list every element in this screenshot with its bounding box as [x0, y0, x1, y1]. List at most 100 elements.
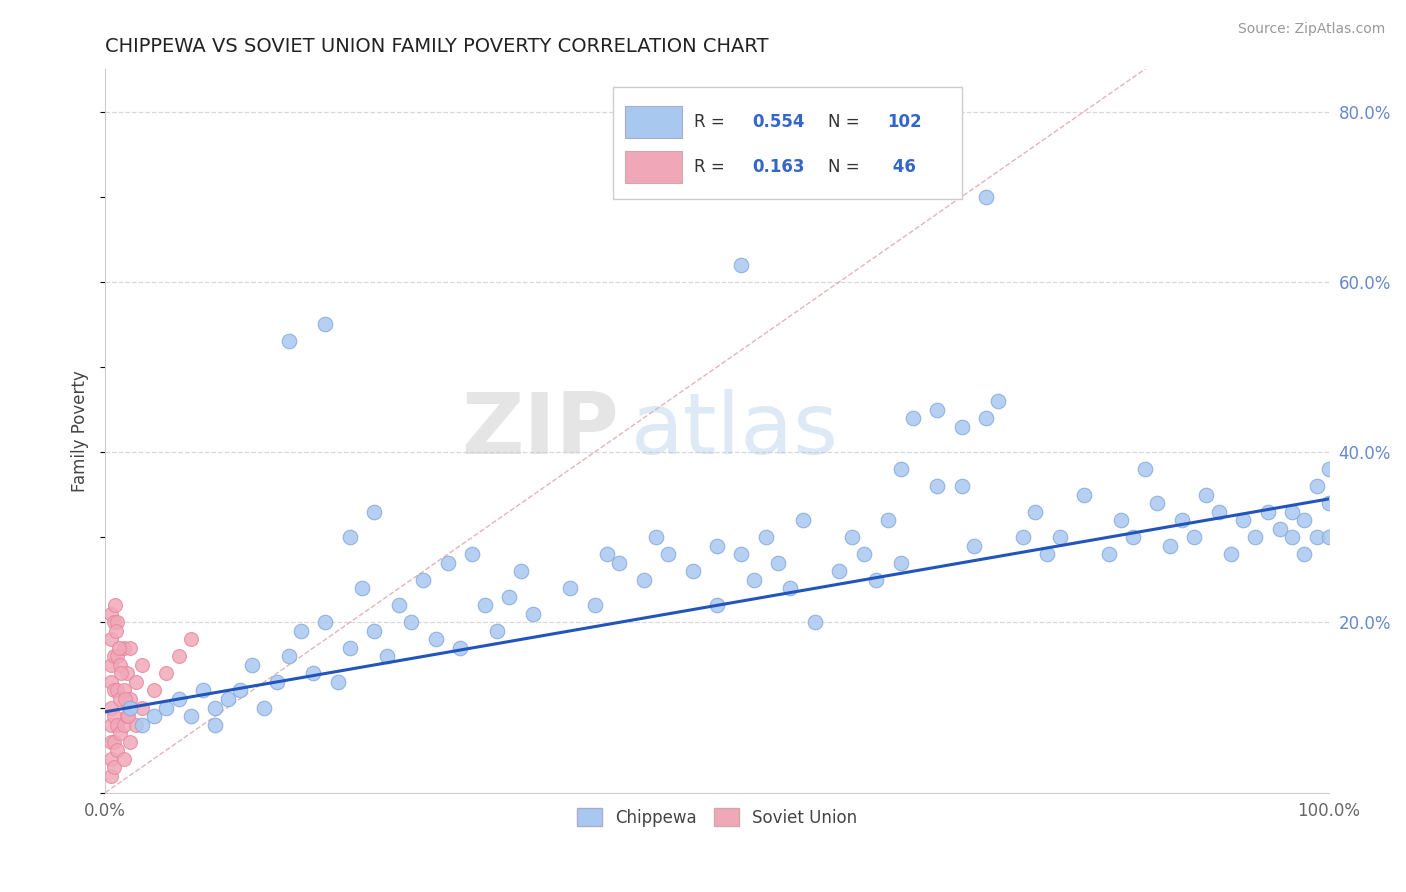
- Point: [155, 666, 177, 681]
- Point: [240, 657, 263, 672]
- Text: ZIP: ZIP: [461, 389, 619, 472]
- Text: R =: R =: [693, 158, 730, 176]
- Point: [950, 479, 973, 493]
- Point: [339, 530, 361, 544]
- Point: [657, 547, 679, 561]
- Point: [191, 683, 214, 698]
- Point: [425, 632, 447, 647]
- Point: [363, 505, 385, 519]
- Point: [607, 556, 630, 570]
- Point: [852, 547, 875, 561]
- Point: [180, 709, 202, 723]
- Text: 0.554: 0.554: [752, 112, 806, 131]
- Point: [107, 640, 129, 655]
- Point: [1317, 462, 1340, 476]
- Point: [1294, 513, 1316, 527]
- Point: [118, 692, 141, 706]
- Point: [107, 649, 129, 664]
- Point: [865, 573, 887, 587]
- Point: [100, 657, 122, 672]
- FancyBboxPatch shape: [626, 106, 682, 137]
- Point: [1159, 539, 1181, 553]
- Point: [1281, 530, 1303, 544]
- Point: [1294, 547, 1316, 561]
- Point: [1024, 505, 1046, 519]
- Point: [107, 717, 129, 731]
- Point: [112, 717, 135, 731]
- Point: [217, 692, 239, 706]
- Text: CHIPPEWA VS SOVIET UNION FAMILY POVERTY CORRELATION CHART: CHIPPEWA VS SOVIET UNION FAMILY POVERTY …: [105, 37, 769, 56]
- Point: [100, 607, 122, 621]
- Point: [107, 615, 129, 630]
- Point: [100, 734, 122, 748]
- Point: [706, 539, 728, 553]
- Point: [1257, 505, 1279, 519]
- Point: [103, 709, 125, 723]
- Point: [117, 709, 139, 723]
- Text: Source: ZipAtlas.com: Source: ZipAtlas.com: [1237, 22, 1385, 37]
- Point: [103, 615, 125, 630]
- Point: [100, 769, 122, 783]
- Point: [125, 717, 148, 731]
- Point: [950, 419, 973, 434]
- Point: [339, 640, 361, 655]
- Point: [1135, 462, 1157, 476]
- Point: [314, 615, 336, 630]
- Point: [277, 649, 299, 664]
- Point: [108, 726, 131, 740]
- Point: [125, 675, 148, 690]
- Point: [103, 734, 125, 748]
- Point: [1305, 530, 1327, 544]
- Legend: Chippewa, Soviet Union: Chippewa, Soviet Union: [568, 800, 865, 835]
- Point: [485, 624, 508, 638]
- Point: [510, 564, 533, 578]
- Point: [118, 734, 141, 748]
- Point: [742, 573, 765, 587]
- Point: [103, 683, 125, 698]
- Point: [560, 582, 582, 596]
- FancyBboxPatch shape: [613, 87, 962, 199]
- Text: N =: N =: [828, 112, 865, 131]
- Point: [1268, 522, 1291, 536]
- Point: [1122, 530, 1144, 544]
- Point: [1232, 513, 1254, 527]
- Point: [766, 556, 789, 570]
- Point: [1146, 496, 1168, 510]
- Point: [1097, 547, 1119, 561]
- Point: [118, 700, 141, 714]
- Point: [1281, 505, 1303, 519]
- Point: [412, 573, 434, 587]
- Point: [1109, 513, 1132, 527]
- Point: [104, 599, 127, 613]
- Point: [596, 547, 619, 561]
- Text: 102: 102: [887, 112, 922, 131]
- Point: [115, 666, 138, 681]
- Point: [889, 556, 911, 570]
- Point: [706, 599, 728, 613]
- Point: [253, 700, 276, 714]
- Point: [115, 709, 138, 723]
- Point: [461, 547, 484, 561]
- Point: [388, 599, 411, 613]
- Point: [963, 539, 986, 553]
- Point: [108, 692, 131, 706]
- Point: [100, 717, 122, 731]
- Point: [1195, 488, 1218, 502]
- Point: [326, 675, 349, 690]
- Point: [682, 564, 704, 578]
- Point: [314, 318, 336, 332]
- Point: [828, 564, 851, 578]
- Point: [474, 599, 496, 613]
- Point: [131, 700, 153, 714]
- Point: [841, 530, 863, 544]
- Point: [901, 411, 924, 425]
- Point: [1036, 547, 1059, 561]
- Point: [112, 751, 135, 765]
- Point: [522, 607, 544, 621]
- Point: [730, 547, 752, 561]
- Point: [266, 675, 288, 690]
- Point: [167, 692, 190, 706]
- Point: [100, 751, 122, 765]
- Point: [1208, 505, 1230, 519]
- Point: [927, 402, 949, 417]
